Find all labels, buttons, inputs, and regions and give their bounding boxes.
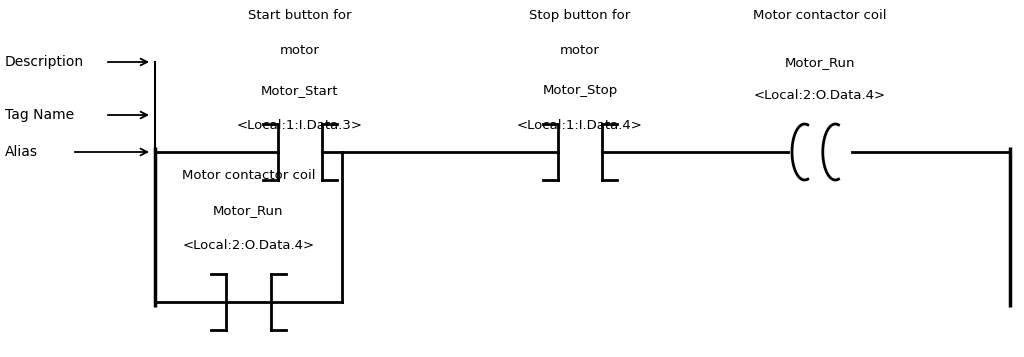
Text: Stop button for: Stop button for — [529, 9, 631, 22]
Text: Motor contactor coil: Motor contactor coil — [181, 169, 315, 182]
Text: Alias: Alias — [5, 145, 38, 159]
Text: Tag Name: Tag Name — [5, 108, 74, 122]
Text: Start button for: Start button for — [248, 9, 352, 22]
Text: motor: motor — [560, 44, 600, 57]
Text: Motor_Run: Motor_Run — [784, 56, 855, 69]
Text: <Local:1:I.Data.4>: <Local:1:I.Data.4> — [517, 119, 643, 132]
Text: Motor_Run: Motor_Run — [213, 204, 284, 217]
Text: <Local:2:O.Data.4>: <Local:2:O.Data.4> — [754, 89, 886, 102]
Text: Motor_Start: Motor_Start — [261, 84, 339, 97]
Text: <Local:1:I.Data.3>: <Local:1:I.Data.3> — [237, 119, 362, 132]
Text: motor: motor — [280, 44, 319, 57]
Text: <Local:2:O.Data.4>: <Local:2:O.Data.4> — [182, 239, 314, 252]
Text: Description: Description — [5, 55, 84, 69]
Text: Motor_Stop: Motor_Stop — [543, 84, 617, 97]
Text: Motor contactor coil: Motor contactor coil — [754, 9, 887, 22]
